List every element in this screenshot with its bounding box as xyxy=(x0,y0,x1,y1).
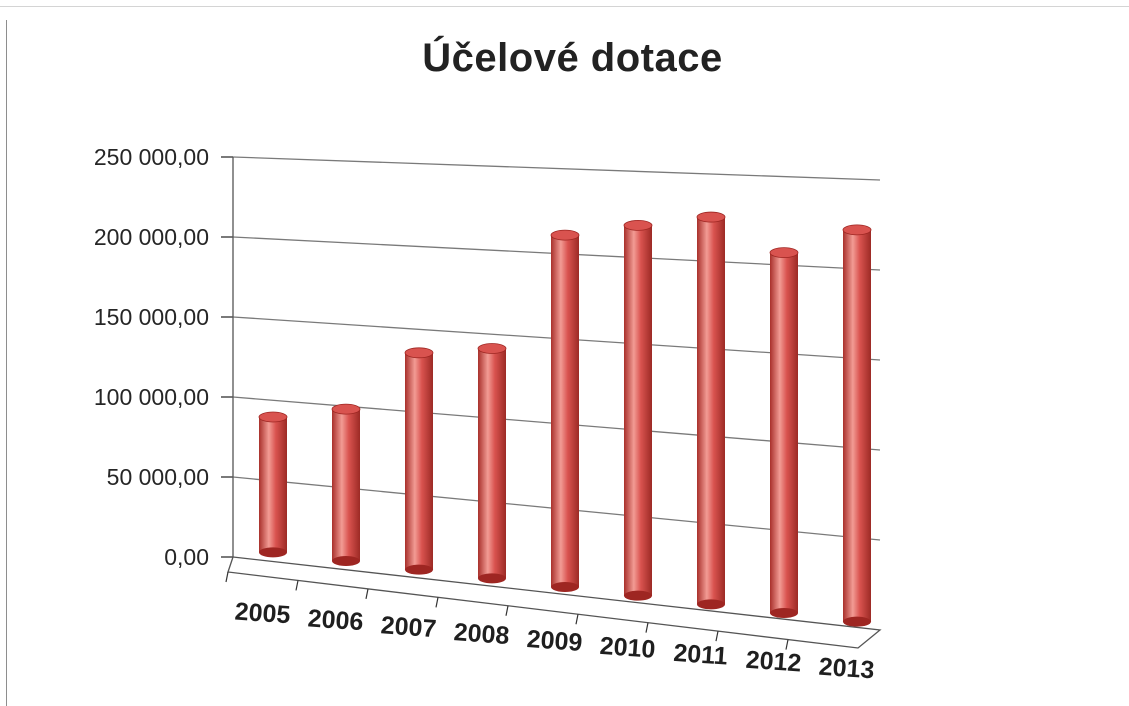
x-tick-label: 2005 xyxy=(234,598,292,630)
x-tick-mark xyxy=(225,571,229,583)
x-tick-mark xyxy=(365,588,369,600)
x-tick-label: 2007 xyxy=(380,611,437,643)
floor-outline xyxy=(227,556,882,649)
x-tick-label: 2008 xyxy=(453,618,511,650)
bar-base xyxy=(551,582,579,592)
x-tick-mark xyxy=(785,639,789,650)
bar-base xyxy=(332,556,360,566)
x-tick-mark xyxy=(645,622,649,633)
bar-body xyxy=(332,409,360,561)
bar-top xyxy=(769,247,799,259)
y-tick-label: 50 000,00 xyxy=(107,464,209,490)
bar-top xyxy=(696,211,726,223)
bar xyxy=(696,211,726,610)
bar-base xyxy=(478,573,506,584)
bar-body xyxy=(770,252,798,613)
axis-layer xyxy=(221,156,882,650)
bar xyxy=(842,224,872,627)
bar-body xyxy=(551,235,579,587)
bar-body xyxy=(259,417,287,553)
bar-body xyxy=(843,229,871,622)
x-tick-mark xyxy=(295,580,299,591)
bar-top xyxy=(331,403,361,415)
bar xyxy=(258,411,288,558)
x-tick-mark xyxy=(505,605,509,616)
bar-base xyxy=(697,599,725,610)
bar-base xyxy=(259,547,287,558)
bar-top xyxy=(477,343,507,354)
x-tick-label: 2012 xyxy=(745,646,802,678)
bar xyxy=(769,247,799,618)
x-tick-label: 2013 xyxy=(818,653,875,685)
y-tick-label: 0,00 xyxy=(164,544,209,570)
bar-body xyxy=(697,217,725,605)
x-tick-mark xyxy=(435,597,439,608)
bar xyxy=(331,403,361,566)
y-tick-label: 150 000,00 xyxy=(94,304,209,330)
bar-top xyxy=(404,347,434,359)
x-tick-label: 2009 xyxy=(526,625,583,657)
x-tick-mark xyxy=(575,614,579,625)
y-tick-label: 100 000,00 xyxy=(94,384,209,410)
bar-body xyxy=(405,352,433,570)
y-tick-label: 200 000,00 xyxy=(94,224,209,250)
x-tick-label: 2006 xyxy=(307,604,364,636)
bar-top xyxy=(623,219,653,231)
x-tick-label: 2010 xyxy=(599,632,656,664)
bar-base xyxy=(770,608,798,618)
bar-base xyxy=(405,564,433,575)
bar xyxy=(623,219,653,601)
bar xyxy=(550,229,580,592)
label-layer: 0,00 50 000,00 100 000,00 150 000,00 200 000… xyxy=(94,144,875,684)
bar-top xyxy=(842,224,872,236)
x-tick-mark xyxy=(715,630,719,642)
bar-body xyxy=(478,348,506,579)
bar-base xyxy=(624,590,652,601)
bar xyxy=(404,347,434,575)
x-tick-label: 2011 xyxy=(673,639,729,671)
gridline xyxy=(232,156,881,181)
bar xyxy=(477,343,507,584)
bar-top xyxy=(258,411,288,423)
chart-title: Účelové dotace xyxy=(422,36,723,80)
frame-left-border xyxy=(6,20,7,706)
bar-body xyxy=(624,225,652,596)
bar-base xyxy=(843,616,871,627)
y-tick-label: 250 000,00 xyxy=(94,144,209,170)
bar-layer xyxy=(258,211,872,627)
frame-top-border xyxy=(0,6,1129,7)
bar-top xyxy=(550,229,580,241)
